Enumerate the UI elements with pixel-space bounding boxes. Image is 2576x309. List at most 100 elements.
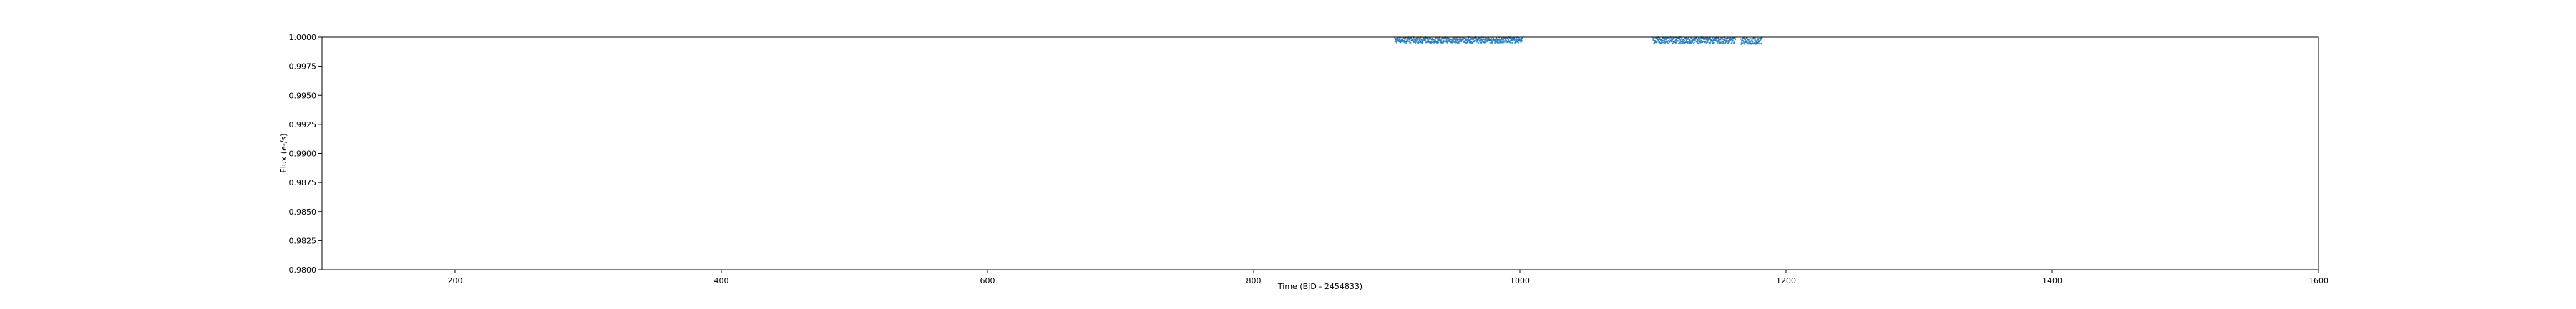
data-point (1491, 39, 1493, 41)
y-tick-label: 0.9850 (289, 207, 317, 217)
x-axis: 200 400 600 800 1000 1200 1400 1600 (448, 270, 2328, 285)
data-point (1436, 36, 1438, 39)
data-point (1489, 41, 1491, 44)
data-point (1734, 39, 1737, 41)
data-point (1485, 41, 1487, 43)
data-point (1719, 40, 1721, 42)
data-point (1745, 38, 1747, 40)
data-point (1755, 39, 1757, 41)
data-point (1697, 42, 1699, 44)
data-point (1682, 39, 1684, 42)
data-point (1656, 41, 1658, 44)
x-tick-label: 600 (980, 276, 995, 285)
data-point (1662, 39, 1664, 42)
data-point (1404, 41, 1406, 44)
x-tick-label: 800 (1246, 276, 1262, 285)
y-tick-label: 0.9825 (289, 236, 317, 245)
data-point (1463, 37, 1465, 39)
x-tick-label: 1000 (1510, 276, 1530, 285)
data-point (1684, 40, 1686, 42)
data-point (1497, 41, 1499, 43)
data-point (1407, 39, 1409, 41)
data-point (1490, 38, 1492, 40)
data-point (1703, 40, 1705, 43)
data-point (1437, 41, 1440, 44)
data-point (1463, 40, 1465, 42)
data-point (1670, 37, 1672, 39)
data-point (1734, 42, 1736, 44)
data-point (1677, 42, 1679, 45)
data-point (1709, 41, 1712, 44)
data-point (1518, 37, 1520, 39)
data-point (1740, 38, 1742, 40)
data-point (1760, 43, 1763, 45)
data-point (1511, 41, 1513, 44)
data-point (1405, 42, 1407, 44)
data-point (1731, 41, 1733, 43)
data-point (1756, 37, 1758, 39)
data-point (1521, 39, 1523, 41)
y-tick-label: 1.0000 (289, 33, 317, 42)
data-point (1742, 39, 1745, 42)
data-point (1693, 41, 1695, 44)
data-point (1753, 37, 1755, 40)
data-point (1480, 41, 1483, 44)
data-point (1424, 39, 1427, 41)
data-point (1513, 38, 1516, 40)
x-tick-label: 1600 (2308, 276, 2328, 285)
data-point (1406, 41, 1408, 43)
data-point (1750, 38, 1752, 40)
data-point (1502, 39, 1504, 41)
data-point (1743, 37, 1745, 39)
data-point (1719, 41, 1722, 44)
data-point (1681, 37, 1683, 40)
data-point (1417, 39, 1419, 41)
y-tick-label: 0.9900 (289, 149, 317, 159)
data-point (1712, 42, 1714, 45)
data-point (1664, 39, 1666, 41)
data-point (1497, 41, 1499, 44)
data-point (1709, 36, 1712, 39)
data-point (1722, 42, 1724, 45)
data-point (1462, 38, 1464, 41)
data-point (1744, 43, 1746, 45)
data-point (1402, 38, 1404, 40)
data-point (1680, 42, 1682, 45)
data-point (1752, 41, 1754, 43)
data-point (1671, 41, 1673, 43)
data-point (1434, 39, 1436, 41)
data-point (1418, 41, 1420, 44)
data-point (1722, 41, 1724, 43)
data-point (1491, 41, 1493, 44)
data-point (1466, 41, 1469, 43)
data-point (1713, 41, 1715, 44)
data-point (1415, 41, 1417, 44)
x-tick-label: 1200 (1776, 276, 1796, 285)
data-point (1667, 42, 1669, 45)
data-point (1660, 42, 1663, 45)
data-point (1517, 41, 1520, 44)
data-point (1662, 37, 1664, 39)
x-tick-label: 1400 (2042, 276, 2062, 285)
data-point (1466, 39, 1468, 41)
data-point (1747, 38, 1750, 40)
data-point (1677, 40, 1679, 42)
data-point (1728, 41, 1730, 43)
data-point (1707, 41, 1709, 44)
data-point (1494, 41, 1496, 43)
data-point (1704, 41, 1707, 43)
data-point (1697, 39, 1699, 41)
data-point (1415, 39, 1418, 41)
data-point (1477, 41, 1480, 44)
data-point (1705, 42, 1707, 44)
y-tick-label: 0.9975 (289, 62, 317, 72)
data-point (1689, 39, 1691, 41)
y-tick-label: 0.9875 (289, 178, 317, 187)
x-tick-label: 200 (448, 276, 463, 285)
data-point (1421, 40, 1423, 42)
data-point (1699, 39, 1701, 41)
data-point (1501, 37, 1503, 39)
data-point (1746, 36, 1748, 39)
